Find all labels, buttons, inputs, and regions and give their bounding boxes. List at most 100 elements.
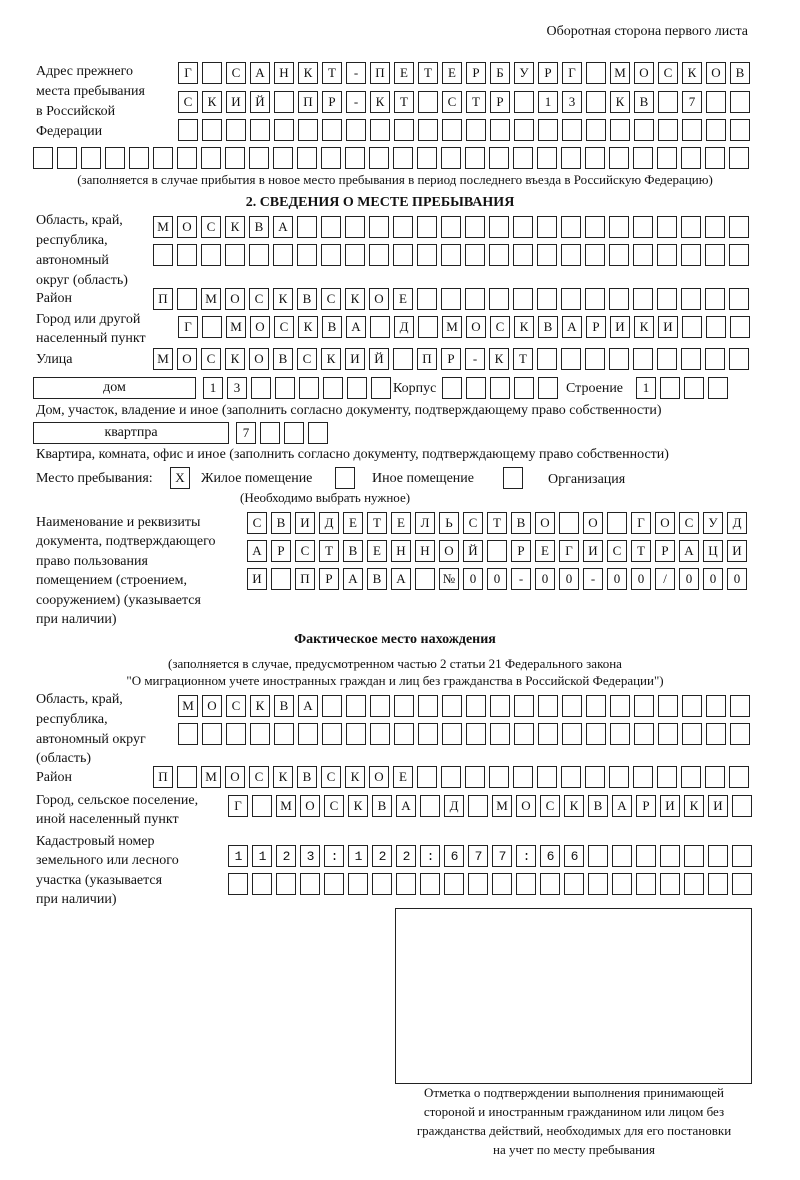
prev-address-row-1-cell[interactable]: У <box>514 62 534 84</box>
prev-address-row-2-cell[interactable]: К <box>610 91 630 113</box>
cadastre-row-2-cell[interactable] <box>636 873 656 895</box>
actual-region-row-2-cell[interactable] <box>250 723 270 745</box>
cadastre-row-2-cell[interactable] <box>540 873 560 895</box>
district-cell[interactable] <box>633 288 653 310</box>
actual-district-cell[interactable]: С <box>249 766 269 788</box>
district-cell[interactable] <box>705 288 725 310</box>
actual-region-row-2-cell[interactable] <box>298 723 318 745</box>
house-number-cell[interactable] <box>323 377 343 399</box>
actual-city-cell[interactable]: К <box>348 795 368 817</box>
city-cell[interactable] <box>418 316 438 338</box>
prev-address-row-1-cell[interactable]: В <box>730 62 750 84</box>
region-row-1-cell[interactable] <box>513 216 533 238</box>
region-row-1-cell[interactable]: М <box>153 216 173 238</box>
cadastre-row-2-cell[interactable] <box>324 873 344 895</box>
district-cell[interactable] <box>489 288 509 310</box>
actual-city-cell[interactable]: О <box>300 795 320 817</box>
region-row-2-cell[interactable] <box>441 244 461 266</box>
doc-row-2-cell[interactable]: Т <box>319 540 339 562</box>
actual-region-row-1-cell[interactable]: М <box>178 695 198 717</box>
region-row-2-cell[interactable] <box>249 244 269 266</box>
city-cell[interactable] <box>706 316 726 338</box>
prev-address-row-4-cell[interactable] <box>417 147 437 169</box>
actual-district-cell[interactable] <box>513 766 533 788</box>
prev-address-row-2-cell[interactable]: К <box>370 91 390 113</box>
prev-address-row-2-cell[interactable] <box>730 91 750 113</box>
doc-row-1-cell[interactable]: Д <box>727 512 747 534</box>
actual-district-cell[interactable]: О <box>225 766 245 788</box>
actual-region-row-2-cell[interactable] <box>562 723 582 745</box>
prev-address-row-1-cell[interactable]: О <box>634 62 654 84</box>
cadastre-row-1-cell[interactable] <box>684 845 704 867</box>
region-row-2-cell[interactable] <box>729 244 749 266</box>
street-cell[interactable] <box>609 348 629 370</box>
actual-region-row-1-cell[interactable] <box>586 695 606 717</box>
prev-address-row-2-cell[interactable]: Р <box>322 91 342 113</box>
city-cell[interactable]: О <box>466 316 486 338</box>
region-row-1-cell[interactable] <box>633 216 653 238</box>
house-number-cell[interactable] <box>347 377 367 399</box>
cadastre-row-2-cell[interactable] <box>684 873 704 895</box>
actual-district-cell[interactable] <box>177 766 197 788</box>
prev-address-row-2-cell[interactable] <box>514 91 534 113</box>
actual-district-cell[interactable] <box>465 766 485 788</box>
prev-address-row-1-cell[interactable]: Е <box>442 62 462 84</box>
actual-region-row-2-cell[interactable] <box>226 723 246 745</box>
doc-row-1-cell[interactable]: Т <box>367 512 387 534</box>
actual-region-row-1-cell[interactable]: А <box>298 695 318 717</box>
district-cell[interactable] <box>681 288 701 310</box>
doc-row-1-cell[interactable]: В <box>511 512 531 534</box>
korpus-cell[interactable] <box>490 377 510 399</box>
doc-row-3-cell[interactable]: 0 <box>607 568 627 590</box>
region-row-1-cell[interactable] <box>585 216 605 238</box>
actual-district-cell[interactable] <box>705 766 725 788</box>
region-row-2-cell[interactable] <box>657 244 677 266</box>
cadastre-row-1-cell[interactable] <box>540 845 560 867</box>
actual-district-cell[interactable]: П <box>153 766 173 788</box>
doc-row-3-cell[interactable]: В <box>367 568 387 590</box>
actual-region-row-2-cell[interactable] <box>442 723 462 745</box>
doc-row-1-cell[interactable]: Ь <box>439 512 459 534</box>
actual-city-cell[interactable]: А <box>396 795 416 817</box>
actual-district-cell[interactable] <box>489 766 509 788</box>
prev-address-row-4-cell[interactable] <box>297 147 317 169</box>
region-row-2-cell[interactable] <box>417 244 437 266</box>
prev-address-row-4-cell[interactable] <box>81 147 101 169</box>
actual-city-cell[interactable]: К <box>564 795 584 817</box>
actual-region-row-1-cell[interactable] <box>370 695 390 717</box>
street-cell[interactable]: С <box>201 348 221 370</box>
region-row-1-cell[interactable] <box>321 216 341 238</box>
prev-address-row-1-cell[interactable]: Т <box>322 62 342 84</box>
prev-address-row-4-cell[interactable] <box>393 147 413 169</box>
city-cell[interactable]: А <box>562 316 582 338</box>
cadastre-row-2-cell[interactable] <box>420 873 440 895</box>
region-row-1-cell[interactable] <box>297 216 317 238</box>
street-cell[interactable]: К <box>489 348 509 370</box>
prev-address-row-1-cell[interactable] <box>202 62 222 84</box>
doc-row-2-cell[interactable]: О <box>439 540 459 562</box>
region-row-2-cell[interactable] <box>513 244 533 266</box>
street-cell[interactable] <box>729 348 749 370</box>
building-cell[interactable]: 1 <box>636 377 656 399</box>
actual-district-cell[interactable] <box>681 766 701 788</box>
prev-address-row-2-cell[interactable]: 7 <box>682 91 702 113</box>
city-cell[interactable]: Р <box>586 316 606 338</box>
house-number-cell[interactable]: 1 <box>203 377 223 399</box>
prev-address-row-4-cell[interactable] <box>489 147 509 169</box>
house-number-cell[interactable] <box>275 377 295 399</box>
actual-district-cell[interactable] <box>585 766 605 788</box>
region-row-1-cell[interactable] <box>393 216 413 238</box>
city-cell[interactable]: Д <box>394 316 414 338</box>
prev-address-row-1-cell[interactable]: К <box>682 62 702 84</box>
actual-region-row-2-cell[interactable] <box>730 723 750 745</box>
building-cell[interactable] <box>708 377 728 399</box>
region-row-1-cell[interactable] <box>561 216 581 238</box>
prev-address-row-3-cell[interactable] <box>586 119 606 141</box>
doc-row-2-cell[interactable]: Т <box>631 540 651 562</box>
region-row-2-cell[interactable] <box>537 244 557 266</box>
doc-row-2-cell[interactable]: В <box>343 540 363 562</box>
actual-region-row-2-cell[interactable] <box>682 723 702 745</box>
cadastre-row-2-cell[interactable] <box>276 873 296 895</box>
doc-row-3-cell[interactable]: 0 <box>559 568 579 590</box>
prev-address-row-2-cell[interactable] <box>586 91 606 113</box>
